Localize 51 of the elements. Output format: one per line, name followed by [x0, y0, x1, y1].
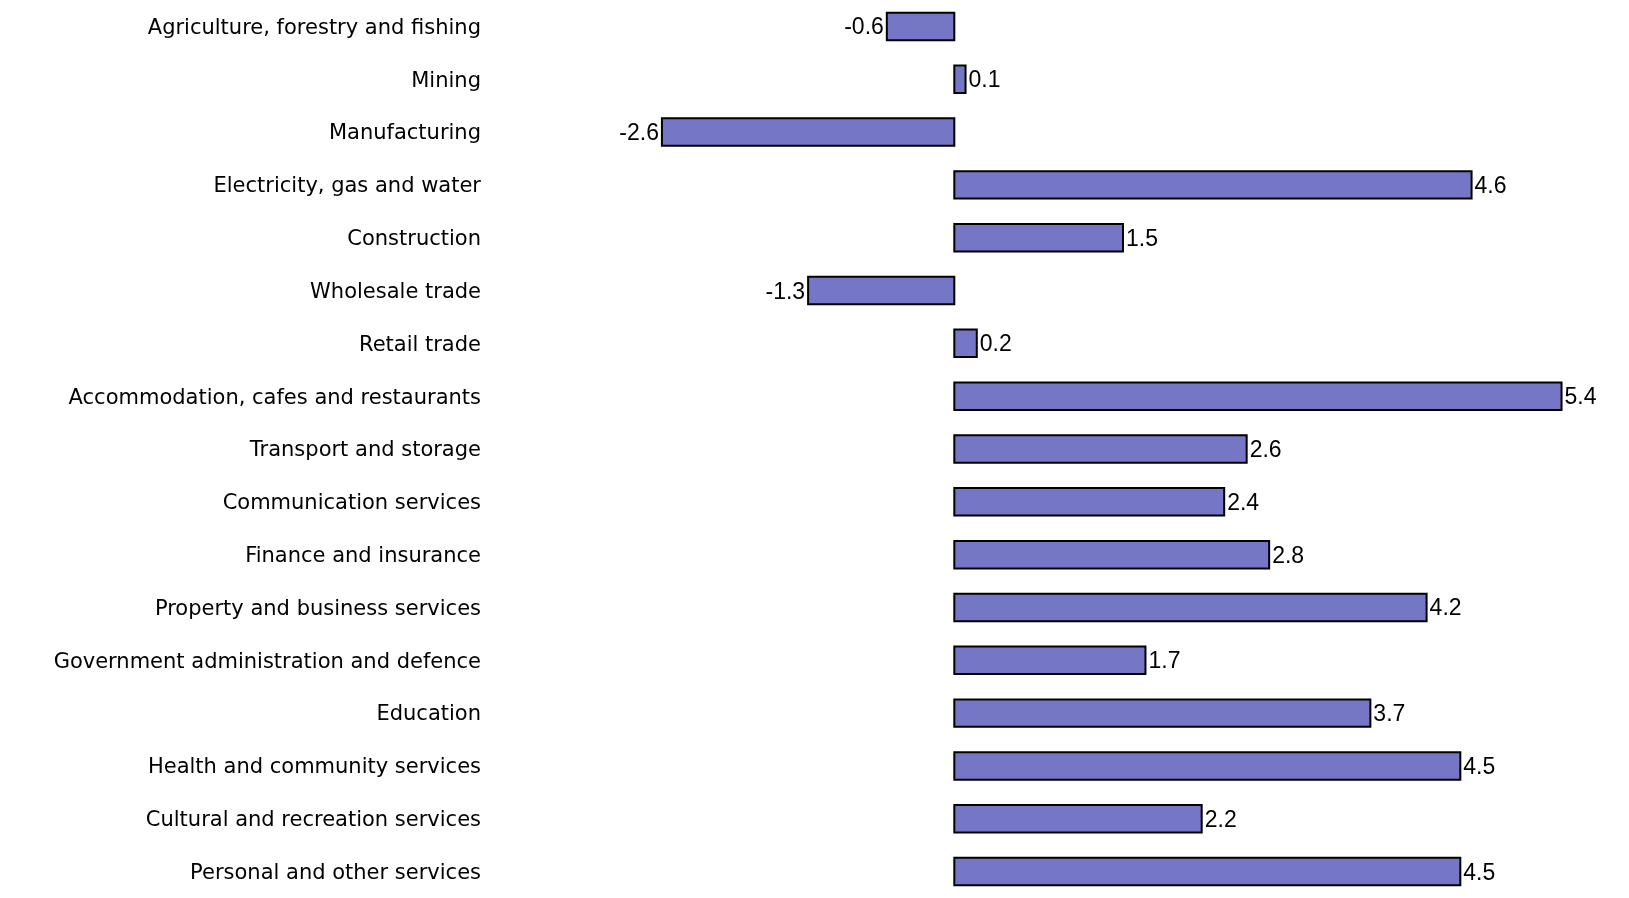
data-label: -1.3 [765, 277, 806, 304]
y-tick-label: Communication services [222, 490, 481, 515]
y-tick-label: Transport and storage [248, 437, 481, 462]
y-tick-label: Finance and insurance [245, 543, 481, 567]
bar [953, 64, 967, 94]
bar [953, 434, 1248, 464]
bar [953, 804, 1203, 834]
y-tick-label: Health and community services [147, 754, 481, 779]
y-tick-label: Retail trade [358, 331, 481, 356]
data-label: 1.5 [1125, 224, 1158, 251]
data-label: 5.4 [1564, 383, 1597, 410]
bar [953, 856, 1462, 887]
bar [953, 222, 1124, 253]
y-tick-label: Electricity, gas and water [213, 173, 482, 198]
y-tick-label: Accommodation, cafes and restaurants [68, 384, 481, 409]
y-tick-label: Property and business services [154, 595, 481, 620]
data-label: 4.6 [1474, 171, 1507, 198]
data-label: 0.1 [968, 66, 1001, 93]
y-tick-label: Manufacturing [328, 120, 481, 145]
data-label: 3.7 [1373, 700, 1406, 727]
data-label: 4.5 [1463, 752, 1496, 779]
bar [953, 539, 1271, 570]
bar [953, 698, 1372, 728]
bar [953, 751, 1462, 781]
data-label: 1.7 [1148, 647, 1181, 674]
y-tick-label: Agriculture, forestry and fishing [147, 14, 481, 39]
bar [660, 117, 956, 147]
y-tick-label: Education [376, 701, 481, 726]
data-label: 0.2 [979, 330, 1012, 357]
y-tick-label: Construction [347, 226, 481, 251]
data-label: 4.5 [1463, 858, 1496, 885]
y-tick-label: Cultural and recreation services [145, 807, 481, 832]
bar [953, 487, 1226, 517]
data-label: -0.6 [844, 13, 884, 40]
bar [953, 592, 1428, 623]
bar [953, 328, 978, 359]
bar [953, 645, 1147, 676]
data-label: 2.2 [1204, 805, 1237, 832]
y-tick-label: Wholesale trade [310, 278, 481, 303]
bar [885, 11, 956, 42]
y-tick-label: Mining [411, 67, 481, 92]
data-label: 2.6 [1249, 436, 1282, 462]
y-tick-label: Personal and other services [190, 859, 481, 884]
data-label: 4.2 [1429, 594, 1462, 621]
data-label: -2.6 [619, 119, 659, 146]
y-tick-label: Government administration and defence [53, 648, 481, 673]
data-label: 2.8 [1272, 541, 1305, 568]
bar [953, 381, 1563, 411]
bar [953, 170, 1473, 200]
data-label: 2.4 [1227, 488, 1260, 515]
bar [807, 275, 956, 306]
